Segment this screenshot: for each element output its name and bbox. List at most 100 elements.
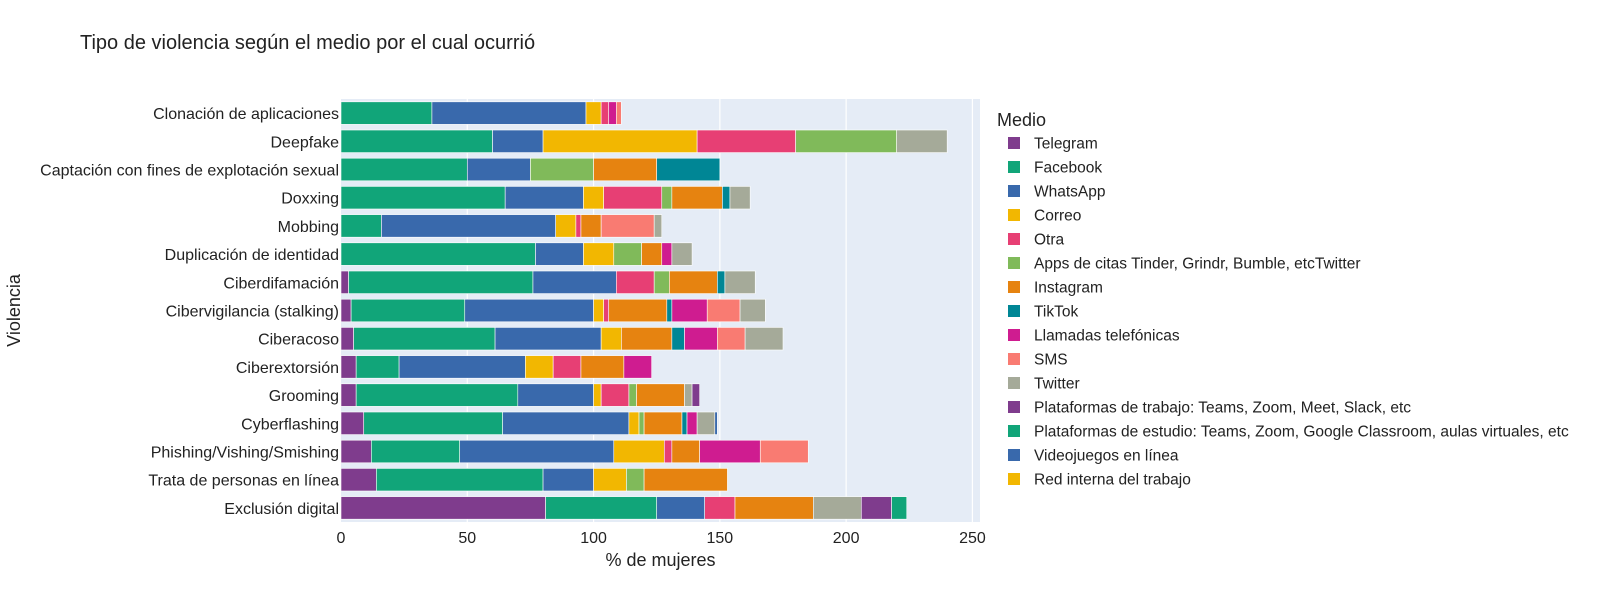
y-axis-label: Violencia — [4, 273, 24, 347]
bar-segment — [860, 496, 892, 520]
bar-segment — [671, 298, 708, 323]
y-category-label: Doxxing — [281, 191, 339, 208]
bar-segment — [466, 157, 531, 182]
legend-swatch — [1008, 233, 1020, 245]
bar-segment — [340, 496, 546, 520]
bar-segment — [686, 411, 698, 435]
bar-segment — [759, 439, 809, 464]
bar-segment — [717, 270, 726, 294]
bar-segment — [600, 383, 630, 407]
legend-swatch — [1008, 353, 1020, 365]
legend-entry: Correo — [1034, 208, 1081, 225]
bar-segment — [517, 383, 594, 407]
x-tick-label: 0 — [337, 530, 346, 547]
bar-segment — [555, 214, 577, 238]
legend-swatch — [1008, 449, 1020, 461]
bar-segment — [896, 129, 948, 153]
legend-entry: Instagram — [1034, 280, 1103, 297]
bar-segment — [580, 214, 602, 238]
legend-entry: Plataformas de estudio: Teams, Zoom, Goo… — [1034, 424, 1569, 441]
bar-segment — [656, 496, 705, 520]
bar-segment — [729, 186, 751, 210]
y-category-label: Cibervigilancia (stalking) — [166, 304, 339, 321]
y-category-label: Duplicación de identidad — [165, 247, 339, 264]
legend-swatch — [1008, 473, 1020, 485]
legend-entry: Telegram — [1034, 136, 1098, 153]
bar-segment — [613, 242, 642, 266]
bar-segment — [621, 327, 673, 351]
y-category-label: Clonación de aplicaciones — [153, 106, 339, 123]
bar-segment — [681, 411, 688, 435]
bar-segment — [671, 439, 700, 464]
bar-segment — [340, 411, 365, 435]
bar-segment — [593, 468, 627, 492]
legend-entry: SMS — [1034, 352, 1068, 369]
bar-segment — [656, 157, 721, 182]
bar-segment — [530, 157, 594, 182]
bar-segment — [348, 270, 534, 294]
legend-swatch — [1008, 281, 1020, 293]
bar-segment — [376, 468, 544, 492]
bar-segment — [706, 298, 741, 323]
bar-segment — [653, 214, 663, 238]
bar-segment — [628, 383, 637, 407]
bar-segment — [593, 383, 602, 407]
bar-segment — [353, 327, 496, 351]
bar-segment — [552, 355, 582, 379]
legend-entry: Llamadas telefónicas — [1034, 328, 1180, 345]
legend-entry: Facebook — [1034, 160, 1102, 177]
bar-segment — [717, 327, 746, 351]
bar-segment — [355, 355, 400, 379]
x-tick-label: 100 — [580, 530, 607, 547]
bar-segment — [340, 439, 372, 464]
bar-segment — [669, 270, 718, 294]
y-category-label: Trata de personas en línea — [148, 473, 339, 490]
bar-segment — [494, 327, 602, 351]
chart-title: Tipo de violencia según el medio por el … — [80, 32, 535, 54]
bar-segment — [340, 468, 377, 492]
y-category-label: Mobbing — [278, 219, 339, 236]
bar-segment — [696, 411, 716, 435]
legend-swatch — [1008, 305, 1020, 317]
bar-segment — [643, 468, 728, 492]
bar-segment — [603, 186, 663, 210]
bar-segment — [600, 214, 655, 238]
legend-entry: Videojuegos en línea — [1034, 448, 1179, 465]
bar-segment — [891, 496, 908, 520]
bar-segment — [340, 242, 536, 266]
bar-segment — [623, 355, 652, 379]
bar-segment — [704, 496, 736, 520]
bar-segment — [535, 242, 584, 266]
y-category-label: Ciberacoso — [258, 332, 339, 349]
bar-segment — [671, 327, 685, 351]
legend-swatch — [1008, 377, 1020, 389]
bar-segment — [626, 468, 645, 492]
bar-segment — [600, 327, 622, 351]
y-category-label: Grooming — [269, 388, 339, 405]
bar-segment — [696, 129, 796, 153]
bar-segment — [504, 186, 584, 210]
bar-segment — [459, 439, 615, 464]
bar-segment — [340, 298, 352, 323]
bar-segment — [492, 129, 544, 153]
x-tick-label: 250 — [959, 530, 986, 547]
legend-entry: Red interna del trabajo — [1034, 472, 1191, 489]
bar-segment — [398, 355, 526, 379]
bar-segment — [340, 383, 357, 407]
bar-segment — [525, 355, 554, 379]
y-category-label: Cyberflashing — [241, 416, 339, 433]
y-category-label: Ciberextorsión — [236, 360, 339, 377]
bar-segment — [616, 101, 622, 125]
bar-segment — [699, 439, 761, 464]
bar-segment — [628, 411, 640, 435]
bar-segment — [714, 411, 718, 435]
legend-entry: Twitter — [1034, 376, 1080, 393]
bar-segment — [616, 270, 655, 294]
y-category-label: Phishing/Vishing/Smishing — [151, 445, 339, 462]
legend-swatch — [1008, 425, 1020, 437]
legend-swatch — [1008, 209, 1020, 221]
legend-swatch — [1008, 185, 1020, 197]
legend-swatch — [1008, 137, 1020, 149]
bar-segment — [340, 270, 349, 294]
x-tick-label: 50 — [458, 530, 476, 547]
